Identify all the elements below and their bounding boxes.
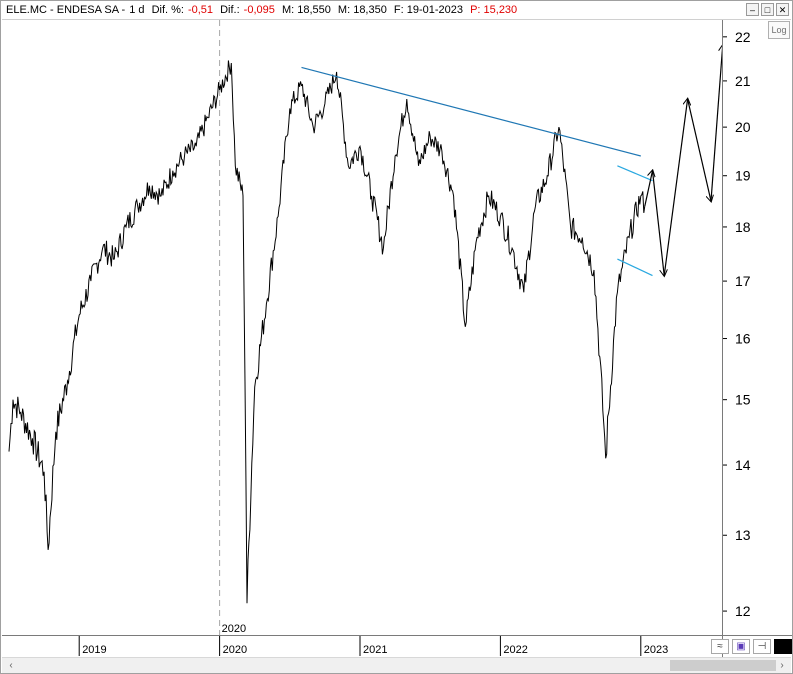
x-tick-label: 2023 — [644, 644, 668, 656]
m2-value: M: 18,350 — [337, 4, 387, 16]
chart-tools: ≈ ▣ ⊣ — [711, 639, 792, 654]
y-tick-label: 17 — [735, 273, 751, 289]
projection-segment[interactable] — [687, 98, 711, 201]
maximize-icon[interactable]: □ — [761, 3, 774, 16]
y-tick-label: 13 — [735, 527, 751, 543]
y-tick-label: 20 — [735, 119, 751, 135]
wave-icon[interactable]: ≈ — [711, 639, 729, 654]
time-axis-labels: 2019 2020 2021 2022 2023 — [78, 636, 668, 656]
price-chart: 2020 — [8, 20, 722, 635]
x-tick-label: 2021 — [363, 644, 387, 656]
symbol-label: ELE.MC - ENDESA SA - — [6, 4, 126, 16]
scroll-thumb[interactable] — [670, 660, 776, 671]
y-tick-label: 19 — [735, 168, 751, 184]
dif-value: -0,095 — [243, 4, 275, 16]
y-tick-label: 15 — [735, 392, 751, 408]
m-value: M: 18,550 — [281, 4, 331, 16]
close-icon[interactable]: ✕ — [776, 3, 789, 16]
pin-icon[interactable]: ⊣ — [753, 639, 771, 654]
price-axis-labels: 12 13 14 15 16 17 18 19 20 21 22 — [723, 29, 751, 619]
y-tick-label: 21 — [735, 73, 751, 89]
p-value: P: 15,230 — [470, 4, 518, 16]
timeframe-label[interactable]: 1 d — [129, 4, 145, 16]
channel-upper-line[interactable] — [617, 165, 653, 182]
y-tick-label: 12 — [735, 603, 751, 619]
y-tick-label: 22 — [735, 29, 751, 45]
resistance-trendline[interactable] — [301, 66, 641, 157]
price-series-line — [8, 60, 646, 604]
y-tick-label: 18 — [735, 219, 751, 235]
projection-segment[interactable] — [710, 45, 722, 202]
window-controls: – □ ✕ — [746, 3, 789, 18]
price-axis[interactable]: 12 13 14 15 16 17 18 19 20 21 22 — [722, 20, 792, 635]
chart-header: ELE.MC - ENDESA SA - 1 d Dif. %: -0,51 Di… — [2, 2, 791, 20]
minimize-icon[interactable]: – — [746, 3, 759, 16]
dif-pct-label: Dif. %: — [151, 4, 184, 16]
horizontal-scrollbar[interactable]: ‹ › — [2, 657, 791, 673]
dif-label: Dif.: — [220, 4, 240, 16]
y-tick-label: 16 — [735, 331, 751, 347]
plot-area[interactable]: 2020 — [2, 20, 722, 635]
dif-pct-value: -0,51 — [187, 4, 214, 16]
log-scale-button[interactable]: Log — [768, 21, 790, 39]
year-marker-label: 2020 — [222, 623, 246, 635]
save-icon[interactable]: ▣ — [732, 639, 750, 654]
time-axis[interactable]: 2019 2020 2021 2022 2023 — [2, 635, 722, 657]
scroll-right-icon[interactable]: › — [780, 660, 784, 671]
projection-segment[interactable] — [644, 171, 653, 207]
y-tick-label: 14 — [735, 457, 751, 473]
projection-segment[interactable] — [663, 99, 687, 276]
date-value: F: 19-01-2023 — [393, 4, 464, 16]
channel-lower-line[interactable] — [617, 258, 653, 277]
x-tick-label: 2019 — [82, 644, 106, 656]
color-swatch-icon[interactable] — [774, 639, 792, 654]
x-tick-label: 2022 — [503, 644, 527, 656]
x-tick-label: 2020 — [223, 644, 247, 656]
projection-segment[interactable] — [651, 170, 665, 276]
scroll-left-icon[interactable]: ‹ — [9, 660, 13, 671]
